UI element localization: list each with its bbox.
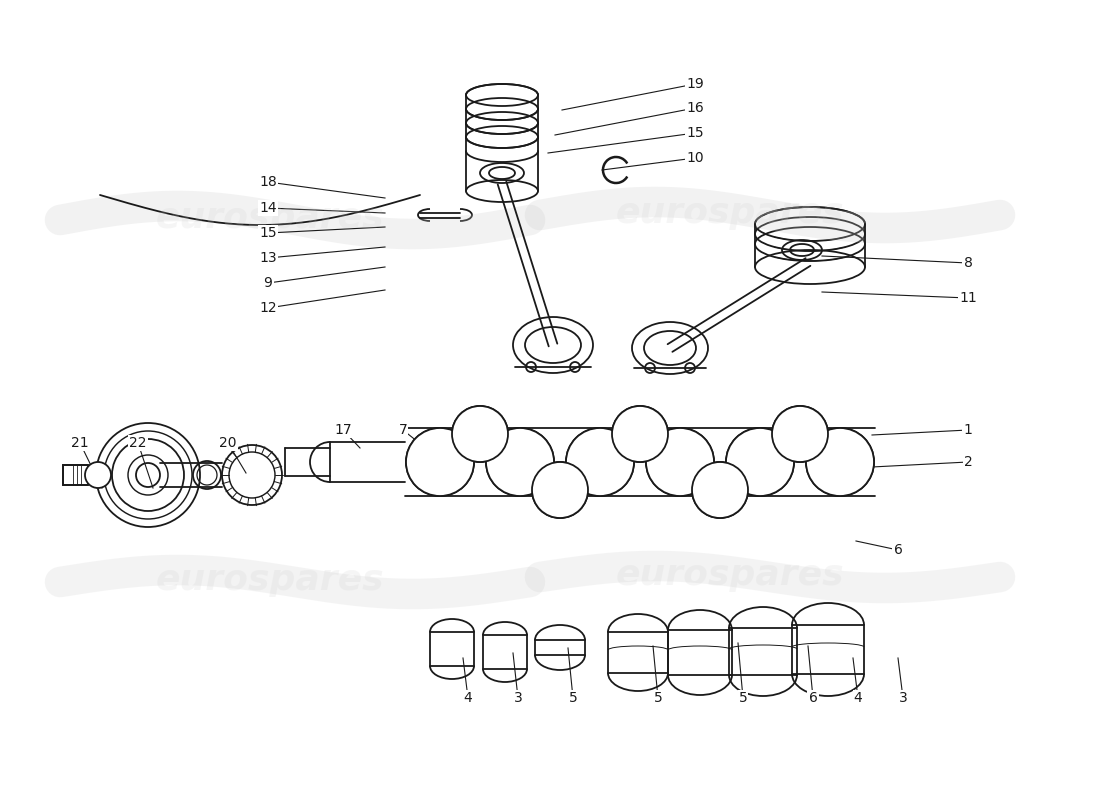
Ellipse shape	[566, 428, 634, 496]
Text: 21: 21	[72, 436, 89, 450]
Text: 10: 10	[686, 151, 704, 165]
Ellipse shape	[406, 428, 474, 496]
Text: 6: 6	[893, 543, 902, 557]
Text: eurospares: eurospares	[156, 563, 384, 597]
Text: 9: 9	[264, 276, 273, 290]
Text: 20: 20	[219, 436, 236, 450]
Text: 17: 17	[334, 423, 352, 437]
Ellipse shape	[692, 462, 748, 518]
Text: 19: 19	[686, 77, 704, 91]
Text: 3: 3	[514, 691, 522, 705]
Text: 4: 4	[854, 691, 862, 705]
Text: 15: 15	[260, 226, 277, 240]
Ellipse shape	[772, 406, 828, 462]
Text: eurospares: eurospares	[156, 201, 384, 235]
Text: eurospares: eurospares	[616, 196, 845, 230]
Text: 8: 8	[964, 256, 972, 270]
Text: 1: 1	[964, 423, 972, 437]
Text: 22: 22	[130, 436, 146, 450]
Ellipse shape	[726, 428, 794, 496]
Ellipse shape	[646, 428, 714, 496]
Text: 18: 18	[260, 175, 277, 189]
Text: 5: 5	[653, 691, 662, 705]
Ellipse shape	[452, 406, 508, 462]
Text: 15: 15	[686, 126, 704, 140]
Ellipse shape	[486, 428, 554, 496]
Polygon shape	[63, 465, 88, 485]
Text: 3: 3	[899, 691, 907, 705]
Ellipse shape	[612, 406, 668, 462]
Text: 6: 6	[808, 691, 817, 705]
Text: 13: 13	[260, 251, 277, 265]
Text: 14: 14	[260, 201, 277, 215]
Text: 12: 12	[260, 301, 277, 315]
Text: 2: 2	[964, 455, 972, 469]
Text: 5: 5	[738, 691, 747, 705]
Circle shape	[85, 462, 111, 488]
Ellipse shape	[532, 462, 588, 518]
Text: 5: 5	[569, 691, 578, 705]
Text: 16: 16	[686, 101, 704, 115]
Ellipse shape	[806, 428, 874, 496]
Text: 11: 11	[959, 291, 977, 305]
Text: 4: 4	[463, 691, 472, 705]
Text: eurospares: eurospares	[616, 558, 845, 592]
Text: 7: 7	[398, 423, 407, 437]
